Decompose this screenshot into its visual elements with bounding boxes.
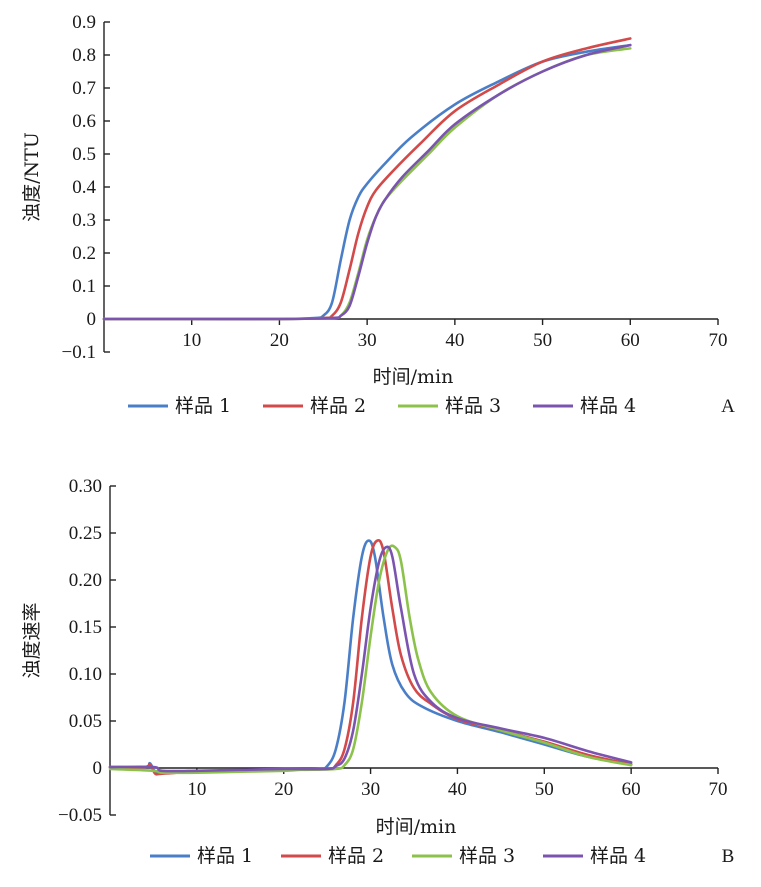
y-axis-label: 浊度/NTU bbox=[21, 132, 43, 222]
y-tick-label: 0 bbox=[87, 309, 97, 330]
chart-panel-a: −0.1 0 0.1 0.2 0.3 0.4 0.5 0.6 0.7 0.8 0.9 10 20 30 40… bbox=[21, 12, 735, 417]
legend-label-4: 样品 4 bbox=[580, 395, 636, 417]
series-line-4 bbox=[108, 545, 633, 773]
legend-label-4: 样品 4 bbox=[590, 845, 646, 867]
x-tick-label: 10 bbox=[187, 779, 206, 800]
panel-label: A bbox=[721, 396, 735, 417]
y-tick-label: 0.2 bbox=[72, 243, 96, 264]
x-axis-label: 时间/min bbox=[376, 816, 457, 838]
legend-label-3: 样品 3 bbox=[459, 845, 515, 867]
y-tick-label: 0.9 bbox=[72, 12, 96, 33]
x-tick-label: 30 bbox=[358, 330, 377, 351]
y-tick-label: 0.05 bbox=[69, 711, 102, 732]
y-axis-label: 浊度速率 bbox=[21, 602, 43, 678]
legend-label-3: 样品 3 bbox=[445, 395, 501, 417]
y-tick-label: 0.10 bbox=[69, 664, 102, 685]
x-tick-label: 50 bbox=[533, 330, 552, 351]
chart-panel-b: −0.05 0 0.05 0.10 0.15 0.20 0.25 0.30 10 20 30 40 50… bbox=[21, 476, 734, 867]
y-tick-label: −0.05 bbox=[58, 805, 102, 826]
x-axis-label: 时间/min bbox=[373, 366, 454, 388]
x-tick-label: 70 bbox=[709, 779, 728, 800]
y-tick-label: 0.15 bbox=[69, 617, 102, 638]
y-tick-label: 0.1 bbox=[72, 276, 96, 297]
y-tick-label: 0.25 bbox=[69, 523, 102, 544]
y-tick-label: 0.3 bbox=[72, 210, 96, 231]
series-line-1 bbox=[102, 43, 632, 321]
x-tick-label: 40 bbox=[445, 330, 464, 351]
series-line-1 bbox=[108, 539, 633, 775]
series-line-2 bbox=[102, 37, 632, 321]
legend-label-2: 样品 2 bbox=[310, 395, 366, 417]
y-tick-label: 0.20 bbox=[69, 570, 102, 591]
x-tick-label: 20 bbox=[274, 779, 293, 800]
x-tick-label: 60 bbox=[622, 779, 641, 800]
x-tick-label: 30 bbox=[361, 779, 380, 800]
series-line-4 bbox=[102, 43, 632, 321]
panel-label: B bbox=[722, 846, 735, 867]
x-tick-label: 50 bbox=[535, 779, 554, 800]
x-tick-label: 60 bbox=[621, 330, 640, 351]
legend-label-1: 样品 1 bbox=[175, 395, 231, 417]
legend-label-2: 样品 2 bbox=[328, 845, 384, 867]
y-tick-label: 0 bbox=[93, 758, 103, 779]
legend-label-1: 样品 1 bbox=[197, 845, 253, 867]
y-tick-label: −0.1 bbox=[62, 342, 96, 363]
x-tick-label: 70 bbox=[709, 330, 728, 351]
y-tick-label: 0.4 bbox=[72, 177, 96, 198]
series-line-3 bbox=[108, 544, 633, 775]
y-tick-label: 0.5 bbox=[72, 144, 96, 165]
y-tick-label: 0.30 bbox=[69, 476, 102, 497]
x-tick-label: 20 bbox=[270, 330, 289, 351]
x-tick-label: 10 bbox=[182, 330, 201, 351]
y-tick-label: 0.7 bbox=[72, 78, 96, 99]
y-tick-label: 0.8 bbox=[72, 45, 96, 66]
y-tick-label: 0.6 bbox=[72, 111, 96, 132]
x-tick-label: 40 bbox=[448, 779, 467, 800]
